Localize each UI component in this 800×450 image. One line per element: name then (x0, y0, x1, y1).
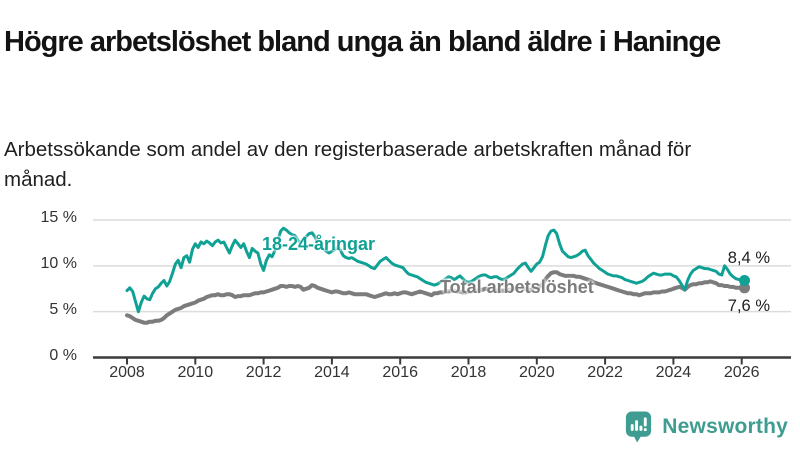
page-subtitle: Arbetssökande som andel av den registerb… (4, 137, 692, 191)
x-axis-tick-label: 2016 (382, 364, 418, 381)
x-axis-tick-label: 2024 (655, 364, 692, 381)
page-title: Högre arbetslöshet bland unga än bland ä… (4, 26, 721, 59)
y-axis-tick-label: 15 % (40, 208, 77, 226)
x-axis-tick-label: 2026 (723, 364, 760, 381)
y-axis-tick-label: 10 % (40, 254, 77, 272)
x-axis-tick-label: 2014 (314, 364, 350, 381)
x-axis-tick-label: 2022 (587, 364, 623, 381)
x-axis-tick-label: 2010 (177, 364, 214, 381)
newsworthy-wordmark: Newsworthy (662, 415, 788, 438)
end-value-young: 8,4 % (727, 249, 770, 267)
x-axis-tick-label: 2020 (519, 364, 555, 381)
series-label-young: 18-24-åringar (262, 234, 376, 254)
x-axis-tick-label: 2008 (109, 364, 145, 381)
end-value-total: 7,6 % (727, 297, 770, 315)
newsworthy-logo-icon (623, 409, 654, 446)
series-label-total: Total arbetslöshet (440, 277, 594, 297)
x-axis-tick-label: 2012 (245, 364, 282, 381)
y-axis-tick-label: 0 % (49, 346, 77, 364)
y-axis-tick-label: 5 % (49, 300, 77, 318)
newsworthy-logo[interactable]: Newsworthy (623, 408, 788, 446)
x-axis-tick-label: 2018 (450, 364, 487, 381)
